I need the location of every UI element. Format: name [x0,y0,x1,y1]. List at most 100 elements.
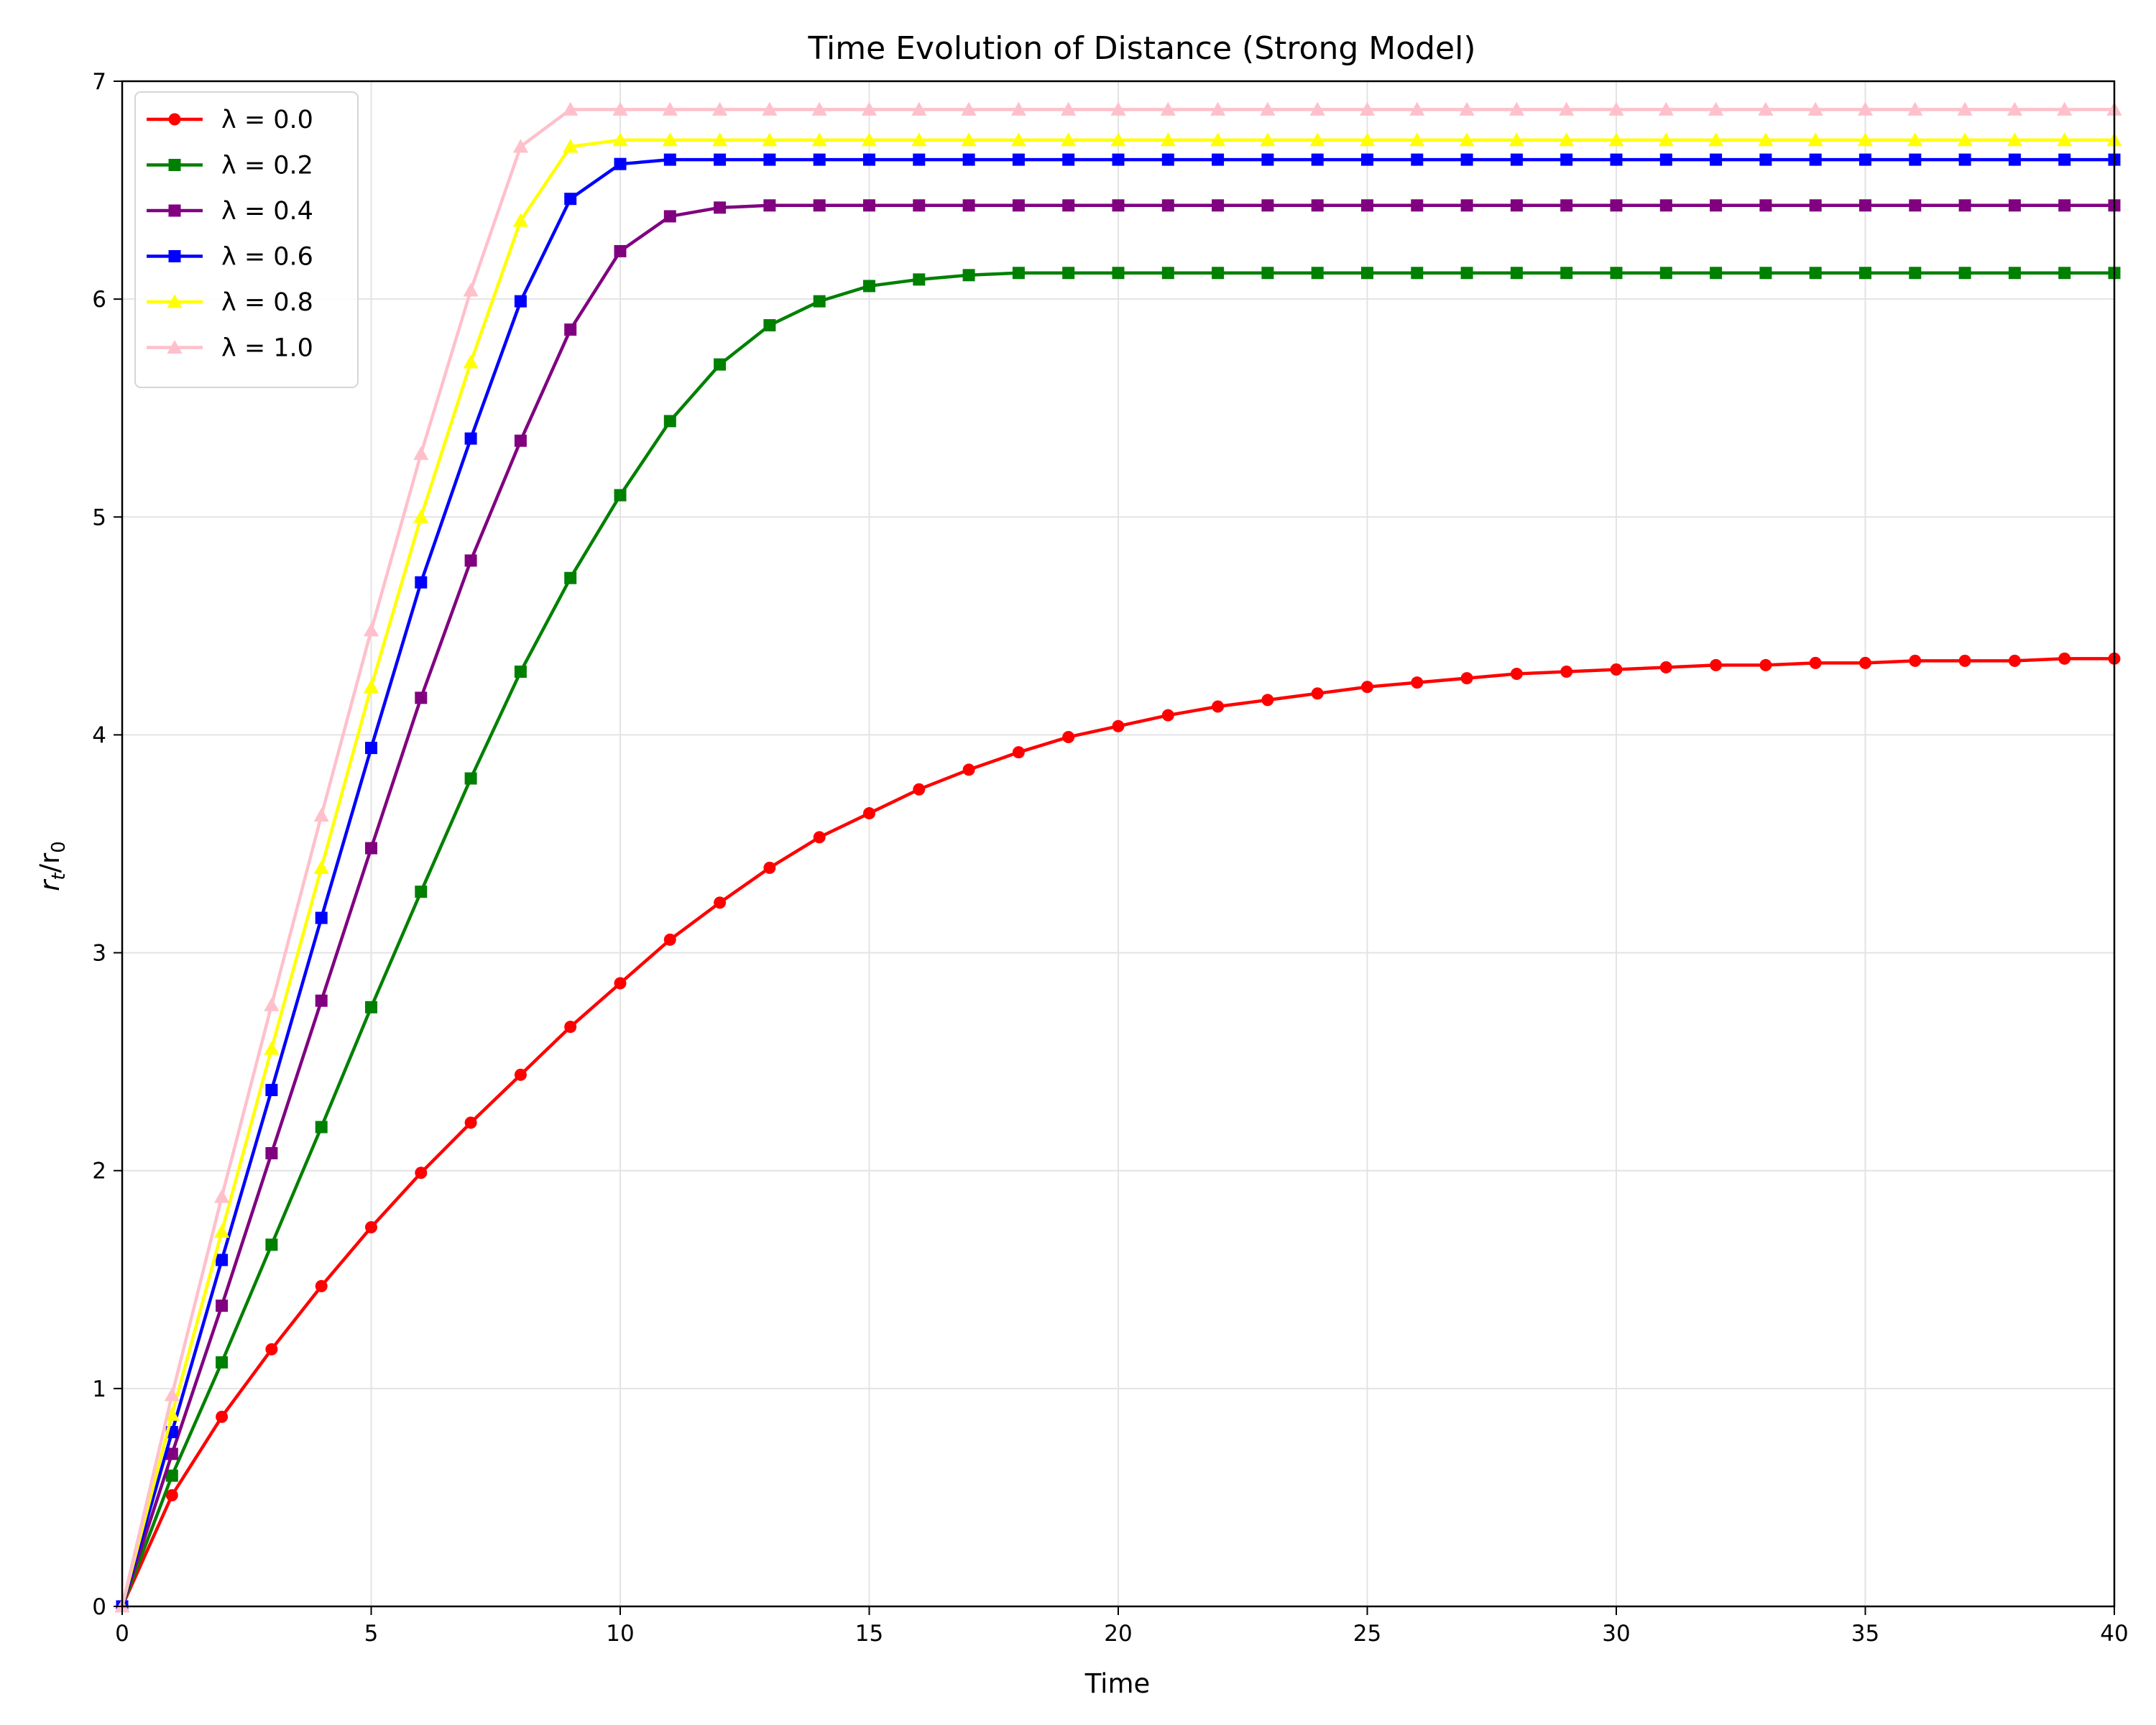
data-point [1411,676,1424,689]
data-point [1409,132,1425,147]
data-point [1659,199,1672,212]
data-point [1859,153,1871,166]
data-point [1958,153,1971,166]
data-point [813,295,826,308]
x-tick-label: 25 [1353,1621,1381,1647]
data-point [1110,132,1126,147]
data-point [762,132,778,147]
data-point [1510,199,1523,212]
data-point [714,153,727,166]
data-point [913,783,926,796]
data-point [663,415,676,428]
y-tick-label: 0 [92,1594,106,1620]
data-point [1261,153,1274,166]
data-point [1658,132,1674,147]
data-point [165,1489,178,1501]
legend-label: λ = 0.6 [221,243,313,272]
data-point [1161,267,1174,280]
data-point [662,132,678,147]
data-point [1610,153,1623,166]
data-point [1309,101,1325,116]
data-point [1759,658,1772,671]
data-point [1809,153,1822,166]
data-point [1907,101,1923,116]
legend-entry: λ = 0.2 [147,152,313,180]
data-point [863,280,875,293]
data-point [913,273,926,286]
data-point [514,295,527,308]
data-point [1610,663,1623,676]
data-point [763,153,776,166]
data-point [1212,267,1225,280]
data-point [363,679,379,694]
data-point [1807,132,1823,147]
data-point [763,319,776,332]
data-point [811,101,827,116]
data-point [1559,132,1575,147]
data-point [1909,654,1922,667]
data-point [1610,267,1623,280]
data-point [614,157,627,170]
data-point [216,1410,229,1423]
data-point [1062,267,1075,280]
data-point [913,199,926,212]
data-point [1112,153,1125,166]
data-point [762,101,778,116]
data-point [1311,687,1324,700]
data-point [2008,267,2021,280]
data-point [1210,132,1226,147]
data-point [1112,199,1125,212]
data-point [1261,267,1274,280]
data-point [1957,132,1973,147]
data-point [167,339,183,354]
data-point [1559,101,1575,116]
data-point [612,132,628,147]
series-2 [116,199,2121,1613]
y-tick-label: 7 [92,69,106,95]
data-point [313,860,329,874]
data-point [614,489,627,502]
legend-label: λ = 0.4 [221,197,313,226]
legend-label: λ = 1.0 [221,334,313,363]
data-point [1608,132,1624,147]
data-point [614,244,627,257]
data-point [813,199,826,212]
data-point [1460,267,1473,280]
data-point [1659,267,1672,280]
data-point [1062,730,1075,743]
legend-label: λ = 0.8 [221,288,313,317]
data-point [1460,199,1473,212]
data-point [1012,199,1025,212]
y-axis-title-sub2: 0 [48,841,70,853]
data-point [365,1000,377,1013]
data-point [1508,101,1525,116]
data-point [612,101,628,116]
data-point [1460,153,1473,166]
data-point [2008,199,2021,212]
data-point [1460,672,1473,685]
data-point [313,807,329,822]
data-point [1759,199,1772,212]
data-point [714,201,727,214]
data-point [315,911,328,924]
data-point [415,886,428,898]
data-point [216,1254,229,1266]
data-point [1758,101,1774,116]
data-point [564,571,577,584]
data-point [1710,153,1723,166]
data-point [863,153,875,166]
data-point [1311,199,1324,212]
data-point [1809,267,1822,280]
x-tick-label: 20 [1104,1621,1132,1647]
data-point [168,159,181,171]
data-point [1411,199,1424,212]
data-point [962,269,975,282]
data-point [863,807,875,820]
grid [121,80,2115,1607]
y-tick-label: 5 [92,505,106,530]
data-point [711,101,728,116]
data-point [1361,153,1373,166]
data-point [961,101,977,116]
data-point [216,1356,229,1368]
data-point [2057,101,2073,116]
